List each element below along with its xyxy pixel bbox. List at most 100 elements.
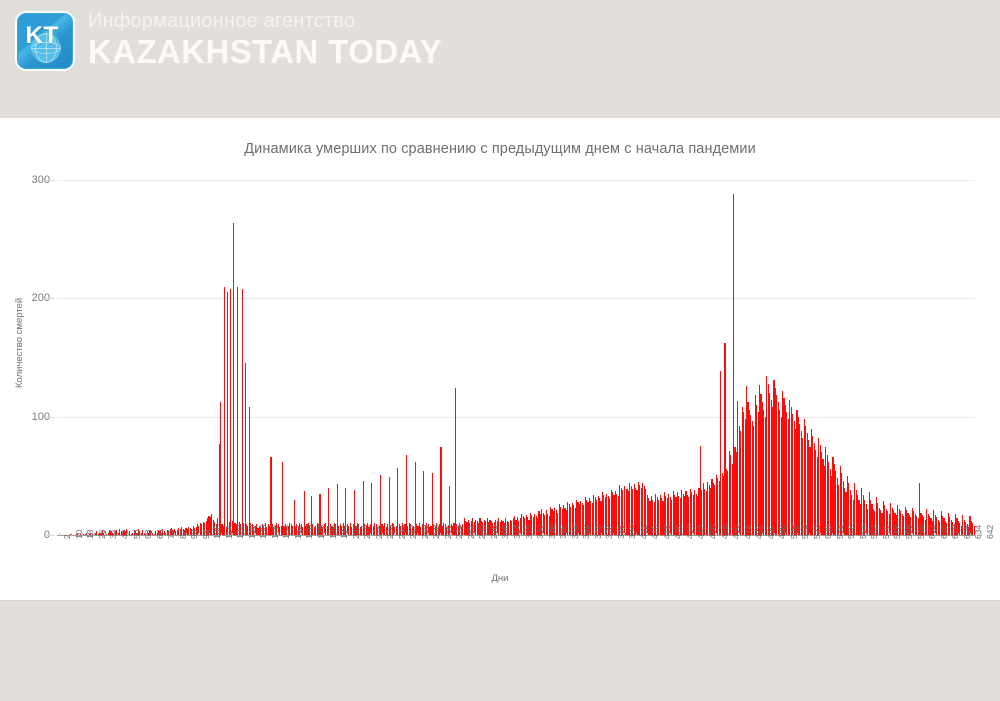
bar	[506, 520, 508, 535]
bar	[918, 482, 921, 535]
bar	[142, 530, 144, 535]
bar	[511, 520, 513, 535]
bar	[375, 524, 377, 535]
x-tick-label: 122	[235, 524, 246, 539]
bar	[251, 524, 253, 535]
bar	[333, 523, 335, 535]
x-tick-mark	[278, 533, 280, 536]
bar	[691, 492, 693, 535]
bar	[681, 490, 683, 535]
bar	[367, 523, 369, 535]
bar	[410, 524, 412, 535]
bar	[960, 525, 962, 535]
x-tick-mark	[324, 533, 326, 536]
bar	[384, 523, 386, 535]
x-tick-label: 338	[546, 524, 557, 539]
bar	[218, 443, 220, 535]
bar	[526, 517, 529, 535]
bar	[552, 511, 555, 535]
x-tick-mark	[255, 533, 257, 536]
bar	[426, 523, 428, 535]
bar	[408, 523, 410, 535]
bar	[575, 499, 578, 535]
x-tick-mark	[474, 533, 476, 536]
bar	[704, 488, 706, 535]
x-tick-label: 290	[477, 524, 488, 539]
bar	[959, 523, 961, 535]
bar	[668, 493, 670, 535]
bar	[594, 497, 596, 535]
bar	[258, 525, 261, 535]
x-tick-mark	[232, 533, 234, 536]
bar	[972, 523, 974, 535]
kt-globe-logo-icon[interactable]: KT	[15, 11, 75, 71]
x-tick-label: 562	[869, 524, 880, 539]
bar	[198, 525, 200, 535]
bar	[568, 504, 570, 535]
bar	[705, 491, 707, 535]
bar	[929, 516, 931, 535]
bar	[933, 510, 935, 535]
bar	[470, 520, 472, 535]
bar	[437, 526, 439, 535]
bar	[952, 521, 954, 535]
x-tick-mark	[405, 533, 407, 536]
bar	[812, 435, 814, 535]
bar	[532, 517, 534, 535]
x-tick-mark	[301, 533, 303, 536]
bar	[502, 520, 504, 535]
bar	[854, 482, 856, 535]
bar	[838, 485, 840, 535]
bar	[395, 525, 397, 535]
bar	[374, 523, 376, 535]
bar	[490, 520, 493, 535]
bar	[942, 516, 944, 535]
bar	[539, 513, 542, 535]
bar	[271, 524, 273, 535]
bar	[454, 388, 457, 535]
bar	[234, 523, 236, 535]
bar	[165, 532, 167, 535]
bar	[897, 505, 899, 535]
bar	[858, 499, 860, 535]
bar	[856, 494, 859, 535]
bar	[570, 506, 572, 535]
bar	[872, 508, 874, 535]
bar	[779, 409, 781, 535]
bar	[143, 532, 145, 535]
x-tick-label: 586	[903, 524, 914, 539]
bar	[588, 498, 591, 535]
bar	[256, 524, 258, 535]
bar	[172, 530, 174, 535]
bar	[280, 525, 282, 535]
bar	[747, 402, 749, 535]
bar	[538, 511, 540, 535]
x-tick-mark	[946, 533, 948, 536]
bar	[199, 523, 201, 535]
bar	[816, 456, 818, 535]
bar	[385, 526, 387, 535]
bar	[358, 524, 360, 535]
bar	[417, 525, 419, 535]
bar	[953, 524, 955, 535]
x-tick-mark	[762, 533, 764, 536]
x-tick-label: 154	[281, 524, 292, 539]
x-tick-mark	[358, 533, 360, 536]
bar	[624, 532, 627, 535]
bar	[433, 524, 435, 535]
bar	[320, 525, 322, 535]
bar	[652, 499, 654, 535]
bar	[822, 459, 824, 535]
x-tick-label: 130	[246, 524, 257, 539]
bar	[120, 531, 122, 535]
x-tick-mark	[428, 533, 430, 536]
x-tick-mark	[93, 533, 95, 536]
bar	[302, 526, 304, 535]
x-tick-label: 410	[650, 524, 661, 539]
y-axis-title: Количество смертей	[14, 297, 25, 388]
bar	[495, 519, 497, 535]
bar	[359, 526, 361, 535]
x-tick-mark	[750, 533, 752, 536]
bar	[156, 532, 158, 535]
bar	[91, 533, 93, 535]
